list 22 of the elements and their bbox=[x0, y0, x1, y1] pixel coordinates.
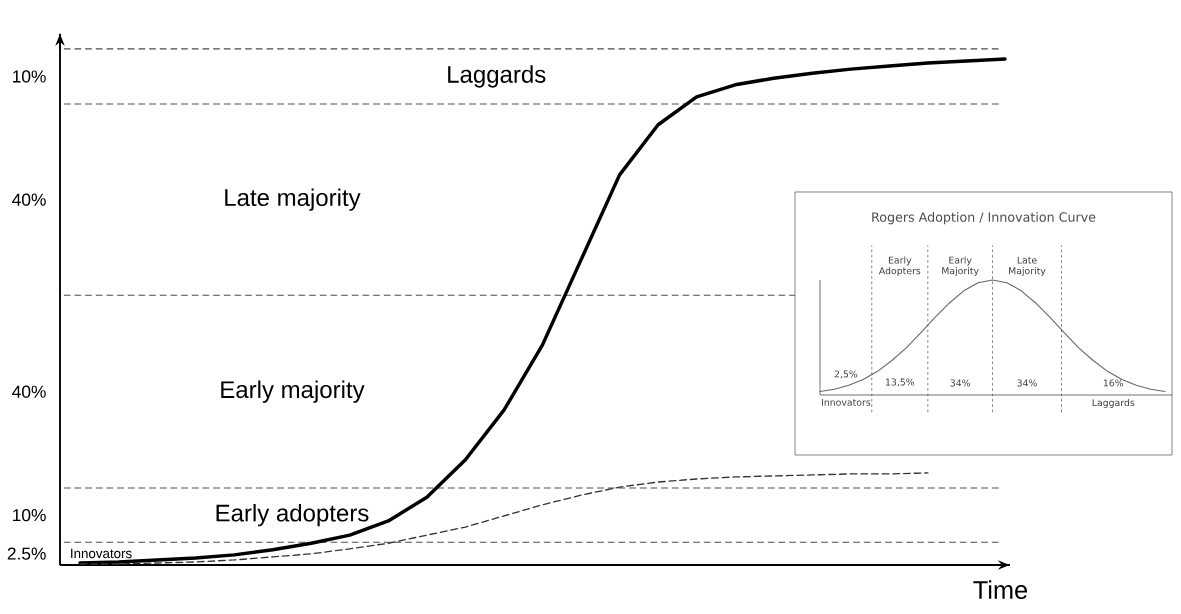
annotation: Early adopters bbox=[216, 503, 369, 527]
text: 40% bbox=[12, 385, 46, 398]
annotation: Early Majority bbox=[942, 256, 979, 277]
text: Laggards bbox=[1092, 398, 1135, 408]
text: 10% bbox=[13, 509, 46, 522]
chart-title: Rogers Adoption / Innovation Curve bbox=[872, 212, 1096, 225]
x-axis-title: Time bbox=[973, 580, 1028, 599]
annotation: Early Adopters bbox=[878, 256, 921, 277]
text: 2.5% bbox=[7, 547, 46, 560]
annotation: Late majority bbox=[225, 188, 361, 211]
annotation: Early majority bbox=[221, 380, 365, 403]
annotation: 34% bbox=[950, 379, 971, 387]
text: 10% bbox=[13, 70, 46, 83]
text: Late Majority bbox=[1009, 256, 1046, 277]
annotation: 16% bbox=[1103, 379, 1124, 387]
annotation: Innovators bbox=[71, 548, 132, 559]
text: 40% bbox=[12, 193, 46, 206]
annotation: 13,5% bbox=[885, 378, 915, 387]
annotation: Laggards bbox=[448, 65, 546, 88]
annotation: Innovators bbox=[822, 398, 871, 406]
annotation: 34% bbox=[1017, 379, 1037, 387]
annotation: 2,5% bbox=[834, 370, 858, 379]
